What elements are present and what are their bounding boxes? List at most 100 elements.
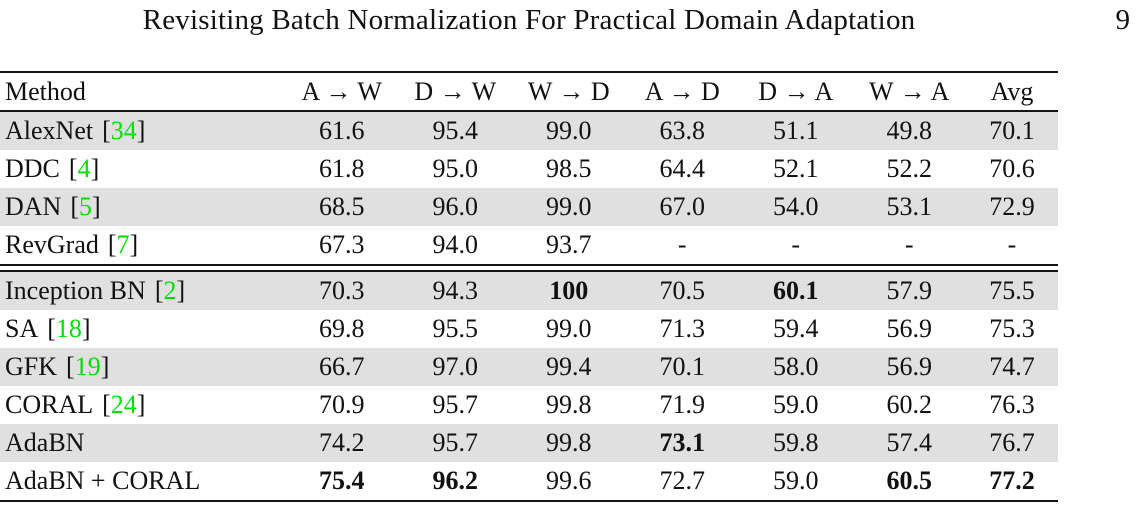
value-cell: 74.7: [989, 352, 1035, 381]
value-cell: 95.5: [432, 314, 479, 343]
column-header: D → A: [758, 76, 834, 106]
value-cell: 70.5: [659, 276, 706, 305]
method-name: SA: [5, 314, 39, 343]
method-cell: SA [18]: [0, 316, 285, 342]
value-cell: 72.7: [659, 466, 706, 495]
column-header: A → W: [301, 76, 382, 106]
value-cell: 59.0: [773, 466, 819, 495]
citation-link[interactable]: [4]: [69, 154, 99, 183]
value-cell: 71.9: [659, 390, 706, 419]
value-cell: -: [1007, 230, 1017, 259]
value-cell: 77.2: [989, 466, 1035, 495]
value-cell: 57.9: [886, 276, 933, 305]
column-header: W → A: [869, 76, 950, 106]
value-cell: 58.0: [773, 352, 819, 381]
value-cell: 97.0: [432, 352, 479, 381]
column-header: Avg: [990, 76, 1034, 106]
value-cell: 63.8: [659, 116, 706, 145]
citation-bracket-open: [: [107, 230, 117, 259]
citation-bracket-close: ]: [176, 276, 186, 305]
citation-number: 34: [110, 116, 137, 145]
method-cell: DDC [4]: [0, 156, 285, 182]
value-cell: 52.1: [773, 154, 819, 183]
value-cell: 70.9: [319, 390, 365, 419]
citation-number: 5: [79, 192, 93, 221]
value-cell: 59.8: [773, 428, 819, 457]
value-cell: 71.3: [659, 314, 706, 343]
citation-bracket-close: ]: [90, 154, 100, 183]
method-name: Inception BN: [5, 276, 146, 305]
value-cell: 60.2: [886, 390, 933, 419]
section-separator-rule: [0, 264, 1058, 272]
value-cell: 74.2: [319, 428, 365, 457]
table-row: CORAL [24] 70.9 95.7 99.8 71.9 59.0 60.2 76.3: [0, 386, 1058, 424]
citation-bracket-open: [: [47, 314, 56, 343]
citation-bracket-open: [: [102, 390, 111, 419]
citation-link[interactable]: [24]: [102, 390, 145, 419]
value-cell: 75.3: [989, 314, 1035, 343]
method-name: DAN: [5, 192, 62, 221]
value-cell: 60.1: [773, 276, 819, 305]
value-cell: 99.4: [546, 352, 592, 381]
method-name: AdaBN + CORAL: [5, 466, 201, 495]
value-cell: 99.6: [546, 466, 592, 495]
value-cell: 49.8: [886, 116, 933, 145]
citation-link[interactable]: [18]: [47, 314, 90, 343]
citation-link[interactable]: [34]: [102, 116, 145, 145]
method-cell: AdaBN: [0, 430, 285, 456]
table-row: AdaBN 74.2 95.7 99.8 73.1 59.8 57.4 76.7: [0, 424, 1058, 462]
value-cell: 96.2: [432, 466, 479, 495]
value-cell: 68.5: [319, 192, 365, 221]
value-cell: 99.0: [546, 116, 592, 145]
citation-bracket-open: [: [70, 192, 80, 221]
citation-number: 4: [77, 154, 91, 183]
citation-bracket-close: ]: [81, 314, 91, 343]
value-cell: 95.7: [432, 428, 479, 457]
citation-bracket-open: [: [102, 116, 111, 145]
value-cell: 95.7: [432, 390, 479, 419]
value-cell: 93.7: [546, 230, 592, 259]
citation-link[interactable]: [5]: [70, 192, 100, 221]
page-number: 9: [1115, 4, 1131, 36]
value-cell: 59.4: [773, 314, 819, 343]
value-cell: 98.5: [546, 154, 592, 183]
citation-bracket-close: ]: [136, 116, 146, 145]
method-name: GFK: [5, 352, 58, 381]
value-cell: 61.6: [319, 116, 365, 145]
table-body: AlexNet [34] 61.6 95.4 99.0 63.8 51.1 49.8 70.1 D…: [0, 112, 1058, 500]
method-cell: GFK [19]: [0, 354, 285, 380]
value-cell: 64.4: [659, 154, 706, 183]
method-cell: DAN [5]: [0, 194, 285, 220]
method-name: DDC: [5, 154, 60, 183]
value-cell: 75.4: [319, 466, 365, 495]
citation-number: 19: [74, 352, 101, 381]
column-header: W → D: [527, 76, 610, 106]
value-cell: 96.0: [432, 192, 479, 221]
value-cell: 59.0: [773, 390, 819, 419]
value-cell: 76.7: [989, 428, 1035, 457]
citation-bracket-open: [: [154, 276, 164, 305]
table-top-rule: [0, 71, 1058, 73]
value-cell: 95.0: [432, 154, 479, 183]
value-cell: 75.5: [989, 276, 1035, 305]
value-cell: 60.5: [886, 466, 933, 495]
citation-link[interactable]: [19]: [66, 352, 109, 381]
header-rule: [0, 110, 1058, 112]
value-cell: 69.8: [319, 314, 365, 343]
running-head: Revisiting Batch Normalization For Pract…: [0, 0, 1136, 46]
value-cell: 53.1: [886, 192, 933, 221]
value-cell: 67.3: [319, 230, 365, 259]
paper-title: Revisiting Batch Normalization For Pract…: [142, 4, 916, 36]
value-cell: 54.0: [773, 192, 819, 221]
value-cell: 70.1: [659, 352, 706, 381]
value-cell: 56.9: [886, 352, 933, 381]
citation-link[interactable]: [7]: [108, 230, 138, 259]
citation-link[interactable]: [2]: [155, 276, 185, 305]
method-cell: RevGrad [7]: [0, 232, 285, 258]
value-cell: 52.2: [886, 154, 933, 183]
table-row: DAN [5] 68.5 96.0 99.0 67.0 54.0 53.1 72.9: [0, 188, 1058, 226]
table-row: AlexNet [34] 61.6 95.4 99.0 63.8 51.1 49.8 70.1: [0, 112, 1058, 150]
table-row: AdaBN + CORAL 75.4 96.2 99.6 72.7 59.0 60.5 77.…: [0, 462, 1058, 500]
